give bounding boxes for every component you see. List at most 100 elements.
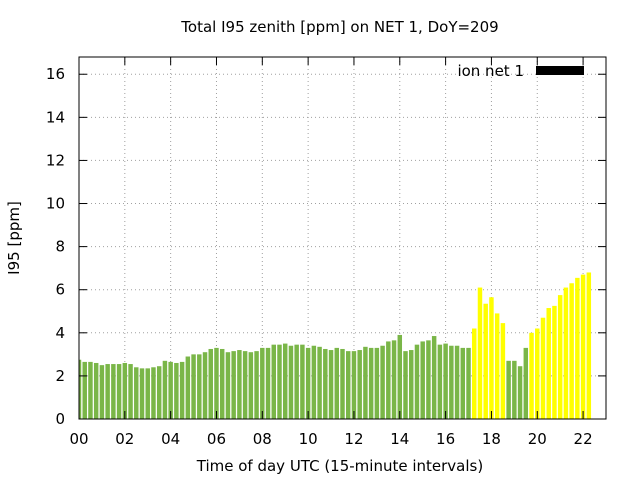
bar-74 — [500, 323, 506, 419]
bar-73 — [494, 313, 500, 419]
x-tick-label-3: 06 — [207, 430, 226, 448]
bar-68 — [466, 347, 471, 419]
bar-56 — [397, 334, 403, 419]
bar-30 — [248, 352, 254, 419]
bar-28 — [237, 350, 242, 419]
x-tick-label-1: 02 — [115, 430, 134, 448]
chart-title: Total I95 zenith [ppm] on NET 1, DoY=209 — [180, 18, 498, 36]
x-tick-label-7: 14 — [390, 430, 409, 448]
bar-51 — [368, 347, 374, 419]
bar-2 — [88, 361, 93, 419]
bar-87 — [575, 277, 580, 419]
bar-38 — [294, 344, 299, 419]
x-tick-label-9: 18 — [482, 430, 501, 448]
x-tick-label-8: 16 — [436, 430, 455, 448]
bar-21 — [197, 354, 202, 419]
bar-26 — [225, 352, 231, 419]
bar-4 — [99, 365, 105, 419]
bar-84 — [557, 295, 563, 419]
bar-17 — [174, 362, 179, 419]
bar-11 — [139, 368, 145, 419]
bar-32 — [260, 347, 265, 419]
bar-66 — [454, 345, 460, 419]
y-tick-label-0: 0 — [55, 410, 65, 428]
legend: ion net 1 — [457, 62, 584, 80]
bar-44 — [328, 350, 334, 419]
bar-6 — [111, 364, 116, 419]
bar-45 — [334, 347, 340, 419]
y-tick-label-6: 12 — [46, 151, 65, 169]
bar-0 — [79, 359, 82, 419]
bar-15 — [162, 360, 168, 419]
y-tick-label-3: 6 — [55, 281, 65, 299]
x-tick-label-10: 20 — [528, 430, 547, 448]
bar-12 — [145, 368, 150, 419]
bar-18 — [179, 361, 185, 419]
bar-54 — [386, 341, 391, 419]
bar-20 — [191, 354, 196, 419]
bar-60 — [420, 341, 425, 419]
bar-48 — [351, 351, 357, 419]
bar-43 — [323, 348, 328, 419]
bar-75 — [506, 360, 511, 419]
x-axis-label: Time of day UTC (15-minute intervals) — [196, 457, 483, 475]
bar-9 — [128, 364, 133, 419]
y-tick-label-2: 4 — [55, 324, 65, 342]
bar-59 — [414, 344, 420, 419]
y-tick-label-4: 8 — [55, 238, 65, 256]
bar-71 — [483, 303, 488, 419]
x-tick-label-4: 08 — [253, 430, 272, 448]
plot-frame — [78, 56, 607, 420]
bar-41 — [311, 345, 317, 419]
bar-36 — [282, 343, 288, 419]
bar-3 — [93, 362, 99, 419]
bar-1 — [82, 361, 87, 419]
legend-label: ion net 1 — [457, 62, 524, 80]
bar-72 — [489, 297, 494, 419]
bars — [79, 272, 592, 419]
y-tick-label-7: 14 — [46, 108, 65, 126]
bar-35 — [277, 344, 282, 419]
bar-88 — [580, 274, 586, 419]
bar-50 — [363, 346, 368, 419]
bar-16 — [168, 361, 173, 419]
bar-80 — [535, 328, 540, 419]
bar-89 — [586, 272, 592, 419]
bar-67 — [460, 347, 466, 419]
bar-14 — [156, 366, 162, 419]
bar-49 — [357, 350, 362, 419]
bar-40 — [305, 347, 311, 419]
y-tick-label-5: 10 — [46, 195, 65, 213]
bar-53 — [380, 345, 385, 419]
bar-82 — [546, 308, 551, 419]
bar-65 — [449, 345, 454, 419]
bar-22 — [202, 352, 208, 419]
bar-85 — [563, 287, 569, 419]
x-tick-label-0: 00 — [69, 430, 88, 448]
bar-78 — [523, 347, 529, 419]
bar-25 — [219, 348, 225, 419]
bar-23 — [208, 348, 213, 419]
x-tick-label-11: 22 — [574, 430, 593, 448]
bar-76 — [512, 360, 517, 419]
bar-29 — [242, 351, 248, 419]
bar-34 — [271, 344, 276, 419]
legend-swatch — [536, 66, 584, 75]
bar-57 — [403, 351, 408, 419]
x-tick-label-6: 12 — [344, 430, 363, 448]
bar-61 — [426, 340, 431, 419]
bar-52 — [374, 347, 380, 419]
bar-5 — [105, 364, 110, 419]
bar-13 — [151, 367, 156, 419]
bar-33 — [265, 347, 271, 419]
bar-27 — [231, 351, 236, 419]
bar-83 — [552, 305, 557, 419]
y-axis-label: I95 [ppm] — [5, 201, 23, 275]
bar-69 — [472, 328, 477, 419]
bar-70 — [477, 287, 483, 419]
bar-81 — [540, 317, 546, 419]
bar-62 — [431, 336, 437, 419]
x-tick-label-2: 04 — [161, 430, 180, 448]
